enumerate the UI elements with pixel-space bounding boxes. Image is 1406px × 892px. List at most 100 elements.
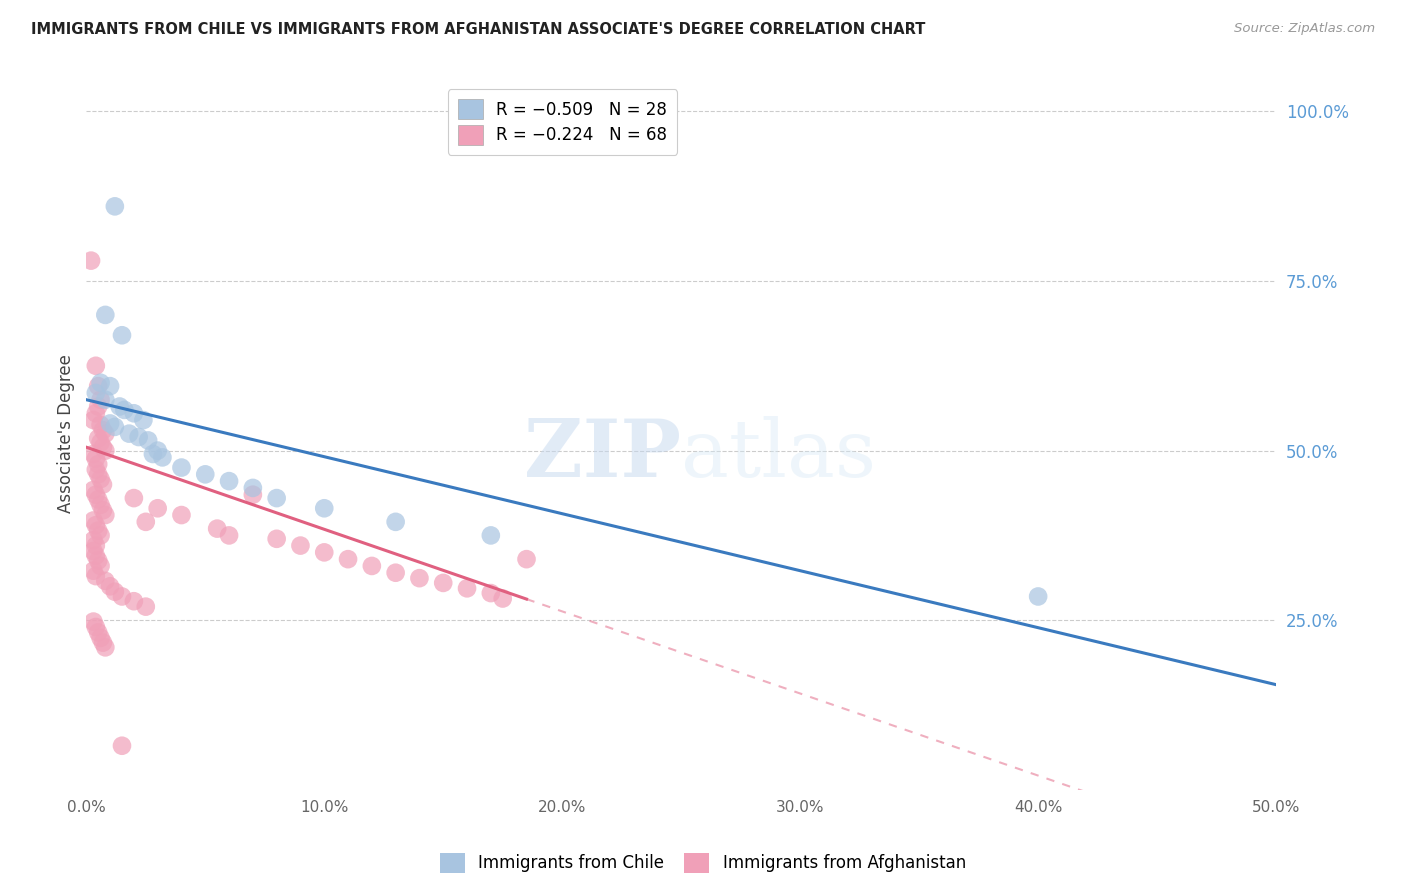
Point	[94, 574, 117, 588]
Point	[242, 481, 264, 495]
Point	[384, 566, 406, 580]
Point	[87, 625, 110, 640]
Point	[146, 501, 169, 516]
Point	[87, 524, 110, 538]
Point	[94, 640, 117, 655]
Point	[90, 498, 112, 512]
Point	[91, 503, 114, 517]
Point	[108, 400, 131, 414]
Point	[90, 417, 112, 432]
Point	[84, 539, 107, 553]
Y-axis label: Associate's Degree: Associate's Degree	[58, 354, 75, 513]
Point	[90, 435, 112, 450]
Point	[136, 434, 159, 448]
Point	[111, 590, 134, 604]
Point	[94, 392, 117, 407]
Point	[90, 376, 112, 390]
Point	[384, 515, 406, 529]
Point	[146, 443, 169, 458]
Point	[91, 635, 114, 649]
Point	[205, 522, 228, 536]
Point	[87, 457, 110, 471]
Point	[122, 491, 145, 505]
Point	[84, 488, 107, 502]
Point	[104, 420, 127, 434]
Legend: Immigrants from Chile, Immigrants from Afghanistan: Immigrants from Chile, Immigrants from A…	[433, 847, 973, 880]
Point	[98, 417, 121, 431]
Point	[84, 549, 107, 563]
Point	[87, 553, 110, 567]
Point	[82, 483, 104, 497]
Point	[515, 552, 537, 566]
Point	[360, 558, 382, 573]
Point	[492, 591, 515, 606]
Point	[82, 413, 104, 427]
Point	[82, 615, 104, 629]
Text: Source: ZipAtlas.com: Source: ZipAtlas.com	[1234, 22, 1375, 36]
Point	[80, 253, 103, 268]
Point	[111, 739, 134, 753]
Point	[90, 558, 112, 573]
Point	[87, 492, 110, 507]
Point	[432, 575, 454, 590]
Point	[479, 586, 502, 600]
Point	[479, 528, 502, 542]
Point	[1026, 590, 1049, 604]
Point	[84, 620, 107, 634]
Point	[94, 426, 117, 441]
Point	[142, 447, 165, 461]
Point	[118, 426, 141, 441]
Point	[87, 379, 110, 393]
Point	[111, 328, 134, 343]
Point	[218, 474, 240, 488]
Point	[194, 467, 217, 482]
Point	[91, 423, 114, 437]
Legend: R = −0.509   N = 28, R = −0.224   N = 68: R = −0.509 N = 28, R = −0.224 N = 68	[447, 89, 676, 154]
Point	[94, 508, 117, 522]
Point	[84, 569, 107, 583]
Point	[82, 564, 104, 578]
Text: IMMIGRANTS FROM CHILE VS IMMIGRANTS FROM AFGHANISTAN ASSOCIATE'S DEGREE CORRELAT: IMMIGRANTS FROM CHILE VS IMMIGRANTS FROM…	[31, 22, 925, 37]
Point	[408, 571, 430, 585]
Point	[112, 403, 135, 417]
Point	[82, 514, 104, 528]
Point	[82, 447, 104, 461]
Point	[266, 491, 288, 505]
Point	[90, 528, 112, 542]
Text: atlas: atlas	[681, 416, 876, 494]
Point	[170, 508, 193, 522]
Point	[82, 533, 104, 548]
Point	[84, 386, 107, 401]
Point	[98, 379, 121, 393]
Point	[84, 462, 107, 476]
Point	[84, 359, 107, 373]
Point	[135, 599, 157, 614]
Text: ZIP: ZIP	[524, 416, 681, 494]
Point	[314, 501, 336, 516]
Point	[90, 472, 112, 486]
Point	[94, 443, 117, 458]
Point	[87, 400, 110, 414]
Point	[87, 467, 110, 482]
Point	[456, 582, 478, 596]
Point	[314, 545, 336, 559]
Point	[82, 544, 104, 558]
Point	[122, 594, 145, 608]
Point	[170, 460, 193, 475]
Point	[84, 451, 107, 466]
Point	[90, 392, 112, 407]
Point	[98, 579, 121, 593]
Point	[104, 584, 127, 599]
Point	[84, 518, 107, 533]
Point	[337, 552, 360, 566]
Point	[135, 515, 157, 529]
Point	[84, 406, 107, 420]
Point	[218, 528, 240, 542]
Point	[290, 539, 312, 553]
Point	[128, 430, 150, 444]
Point	[122, 406, 145, 420]
Point	[91, 477, 114, 491]
Point	[104, 199, 127, 213]
Point	[152, 450, 174, 465]
Point	[132, 413, 155, 427]
